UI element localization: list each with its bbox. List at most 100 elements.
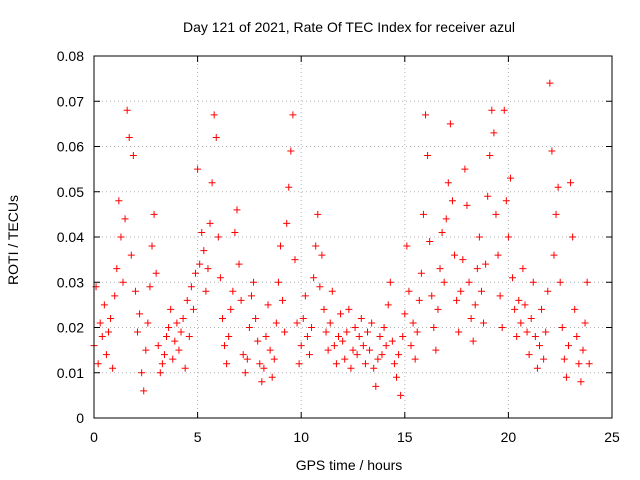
data-point bbox=[185, 333, 193, 341]
data-point bbox=[471, 301, 479, 309]
data-point bbox=[386, 278, 394, 286]
data-point bbox=[324, 346, 332, 354]
data-point bbox=[511, 305, 519, 313]
data-point bbox=[229, 287, 237, 295]
data-point bbox=[177, 328, 185, 336]
data-point bbox=[560, 355, 568, 363]
data-point bbox=[322, 328, 330, 336]
data-point bbox=[121, 215, 129, 223]
data-point bbox=[287, 147, 295, 155]
data-point bbox=[252, 314, 260, 322]
data-point bbox=[134, 328, 142, 336]
data-point bbox=[339, 337, 347, 345]
y-tick-label: 0.01 bbox=[57, 365, 84, 381]
data-point bbox=[513, 333, 521, 341]
data-point bbox=[440, 278, 448, 286]
data-point bbox=[158, 360, 166, 368]
data-point bbox=[509, 274, 517, 282]
data-point bbox=[517, 319, 525, 327]
data-point bbox=[434, 305, 442, 313]
data-point bbox=[216, 274, 224, 282]
data-point bbox=[279, 296, 287, 304]
data-point bbox=[208, 179, 216, 187]
data-point bbox=[214, 233, 222, 241]
data-point bbox=[150, 210, 158, 218]
data-point bbox=[301, 292, 309, 300]
data-point bbox=[113, 265, 121, 273]
axis-ticks: 0 5 10 15 20 25 0 0.01 0.02 0.03 0.04 0.05 0.06 0.07 0… bbox=[57, 48, 620, 445]
data-point bbox=[243, 355, 251, 363]
data-point bbox=[457, 287, 465, 295]
data-point bbox=[343, 328, 351, 336]
data-point bbox=[163, 333, 171, 341]
data-point bbox=[525, 351, 533, 359]
data-point bbox=[531, 333, 539, 341]
data-point bbox=[494, 251, 502, 259]
data-point bbox=[262, 333, 270, 341]
data-point bbox=[198, 228, 206, 236]
data-point bbox=[428, 292, 436, 300]
y-tick-label: 0.03 bbox=[57, 274, 84, 290]
data-point bbox=[550, 251, 558, 259]
x-tick-label: 0 bbox=[90, 429, 98, 445]
data-point bbox=[562, 373, 570, 381]
data-point bbox=[376, 333, 384, 341]
data-point bbox=[426, 238, 434, 246]
data-points bbox=[90, 79, 593, 399]
data-point bbox=[183, 296, 191, 304]
data-point bbox=[353, 351, 361, 359]
data-point bbox=[411, 355, 419, 363]
data-point bbox=[417, 269, 425, 277]
y-tick-label: 0.06 bbox=[57, 139, 84, 155]
data-point bbox=[337, 310, 345, 318]
y-tick-label: 0.02 bbox=[57, 320, 84, 336]
x-axis-label: GPS time / hours bbox=[296, 457, 403, 473]
data-point bbox=[484, 192, 492, 200]
data-point bbox=[119, 278, 127, 286]
data-point bbox=[100, 301, 108, 309]
data-point bbox=[359, 342, 367, 350]
data-point bbox=[579, 346, 587, 354]
data-point bbox=[564, 342, 572, 350]
data-point bbox=[488, 106, 496, 114]
data-point bbox=[258, 378, 266, 386]
data-point bbox=[523, 328, 531, 336]
data-point bbox=[270, 355, 278, 363]
data-point bbox=[283, 219, 291, 227]
y-tick-label: 0.07 bbox=[57, 93, 84, 109]
data-point bbox=[192, 269, 200, 277]
data-point bbox=[212, 133, 220, 141]
data-point bbox=[115, 197, 123, 205]
data-point bbox=[463, 201, 471, 209]
data-point bbox=[303, 333, 311, 341]
data-point bbox=[291, 256, 299, 264]
x-tick-label: 15 bbox=[397, 429, 413, 445]
data-point bbox=[585, 360, 593, 368]
data-point bbox=[552, 210, 560, 218]
data-point bbox=[127, 251, 135, 259]
data-point bbox=[233, 206, 241, 214]
data-point bbox=[432, 346, 440, 354]
data-point bbox=[492, 210, 500, 218]
data-point bbox=[384, 301, 392, 309]
x-tick-label: 20 bbox=[501, 429, 517, 445]
data-point bbox=[260, 364, 268, 372]
data-point bbox=[146, 283, 154, 291]
data-point bbox=[382, 342, 390, 350]
data-point bbox=[218, 314, 226, 322]
data-point bbox=[241, 369, 249, 377]
data-point bbox=[581, 319, 589, 327]
data-point bbox=[196, 260, 204, 268]
data-point bbox=[131, 287, 139, 295]
data-point bbox=[148, 242, 156, 250]
data-point bbox=[438, 228, 446, 236]
data-point bbox=[326, 319, 334, 327]
data-point bbox=[535, 342, 543, 350]
data-point bbox=[102, 351, 110, 359]
data-point bbox=[237, 296, 245, 304]
data-point bbox=[448, 197, 456, 205]
data-point bbox=[94, 360, 102, 368]
data-point bbox=[361, 360, 369, 368]
data-point bbox=[136, 310, 144, 318]
